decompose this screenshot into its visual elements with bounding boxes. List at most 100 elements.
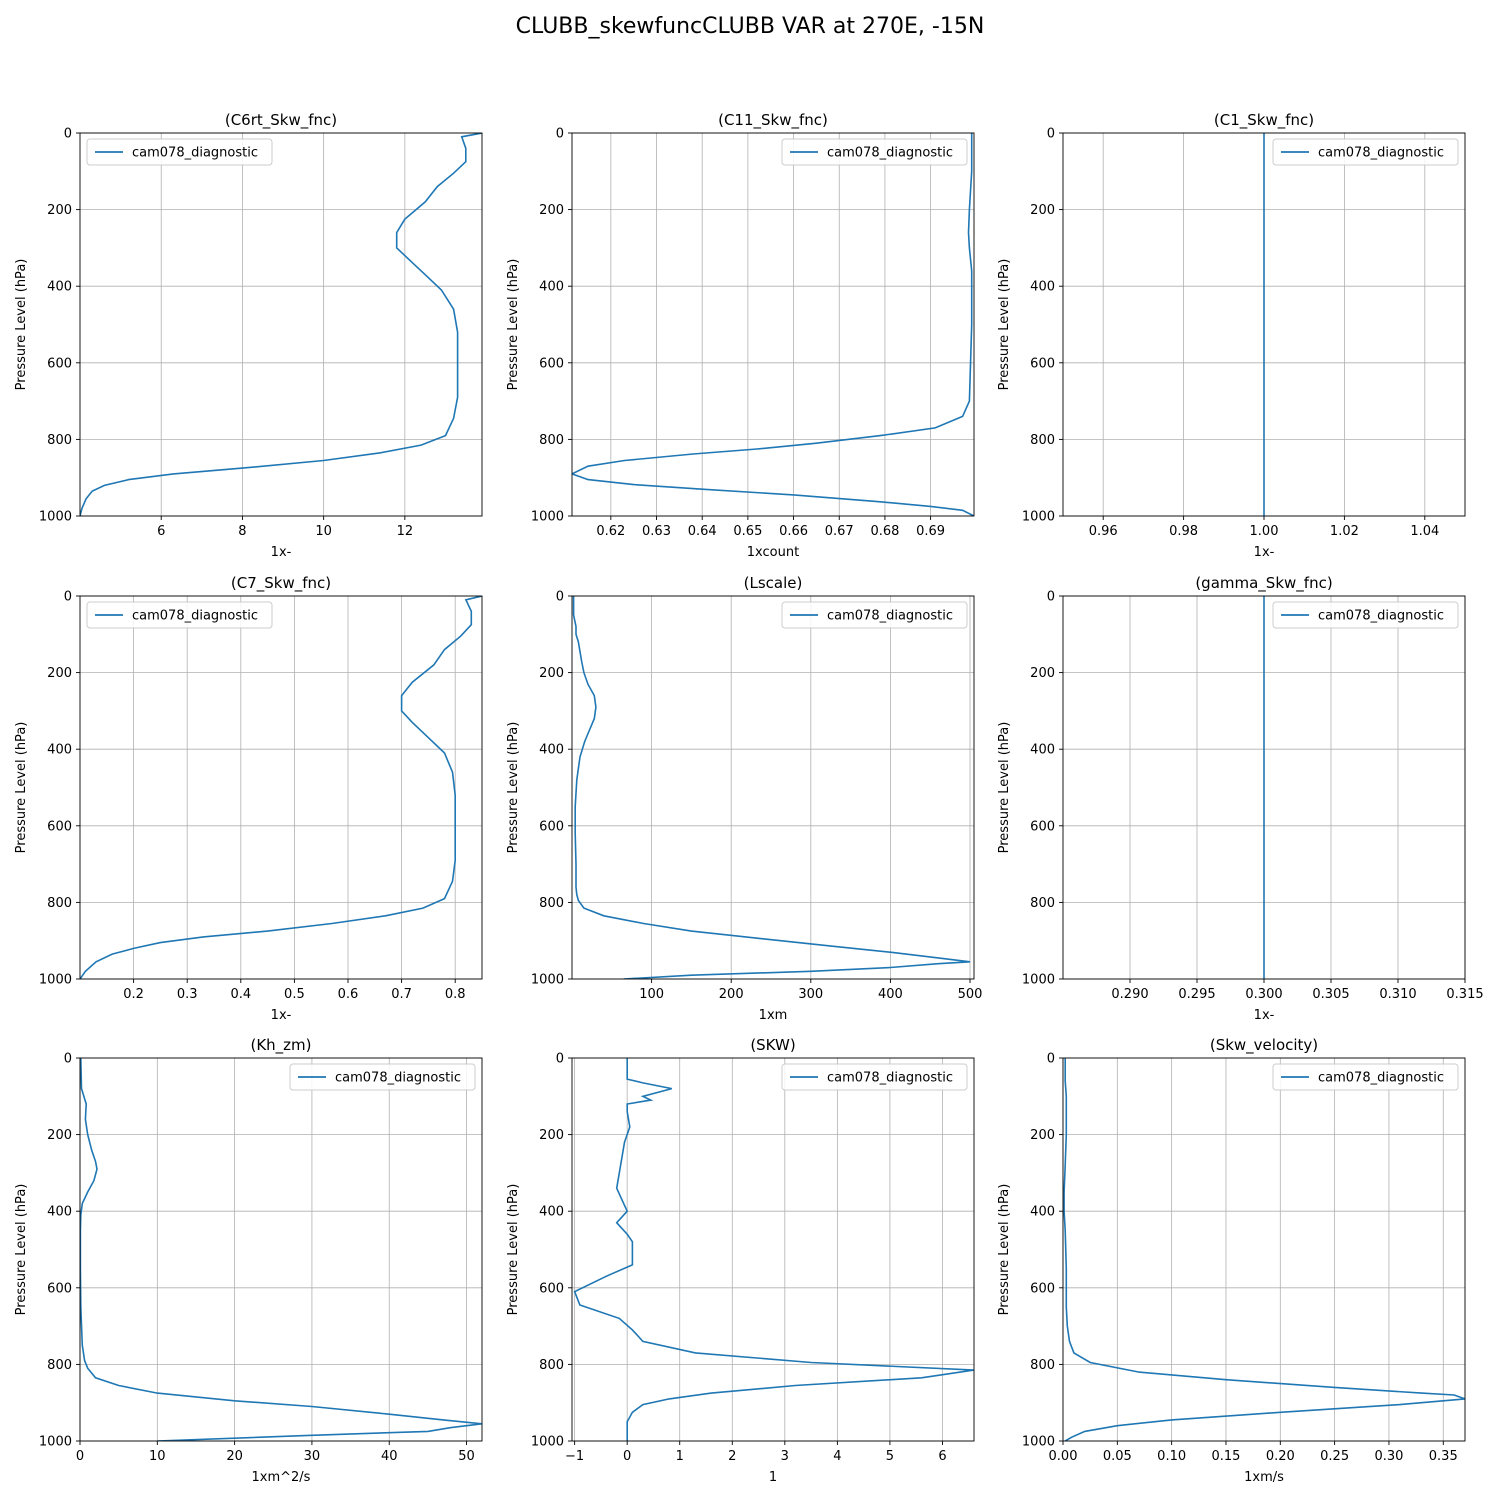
y-tick-label: 400 — [47, 743, 72, 758]
x-axis-label: 1xcount — [747, 545, 799, 560]
y-tick-label: 400 — [539, 743, 564, 758]
subplot-title: (SKW) — [750, 1036, 795, 1054]
y-tick-label: 200 — [539, 1128, 564, 1143]
x-tick-label: 0.35 — [1429, 1449, 1458, 1464]
x-tick-label: 1.02 — [1330, 524, 1359, 539]
legend-label: cam078_diagnostic — [1318, 146, 1444, 161]
x-tick-label: 6 — [157, 524, 165, 539]
y-tick-label: 0 — [64, 1052, 72, 1067]
x-tick-label: 1.04 — [1410, 524, 1439, 539]
x-axis-label: 1xm/s — [1244, 1470, 1284, 1485]
x-tick-label: 10 — [149, 1449, 166, 1464]
subplot-title: (Lscale) — [744, 574, 803, 592]
x-tick-label: 0.295 — [1178, 987, 1215, 1002]
x-tick-label: 0.4 — [230, 987, 251, 1002]
x-tick-label: 0.315 — [1446, 987, 1483, 1002]
legend-box — [1272, 1063, 1459, 1091]
x-tick-label: 0.69 — [916, 524, 945, 539]
legend: cam078_diagnostic — [1272, 601, 1459, 629]
x-tick-label: 10 — [315, 524, 332, 539]
axes-frame — [571, 595, 975, 980]
subplot-9: 0.00 0.05 0.10 0.15 0.20 0.25 0.30 0.35 0 200 400 6… — [997, 1036, 1466, 1485]
x-tick-label: 0.7 — [391, 987, 412, 1002]
x-tick-label: 0.3 — [177, 987, 198, 1002]
series-line — [572, 596, 971, 979]
x-axis-label: 1xm — [759, 1008, 788, 1023]
legend-box — [781, 1063, 968, 1091]
x-tick-label: 3 — [781, 1449, 789, 1464]
subplot-7: 0 10 20 30 40 50 0 200 400 600 800 1000 (Kh_zm) 1xm^2… — [14, 1036, 483, 1485]
axes-frame — [1062, 1057, 1466, 1442]
axes-frame — [79, 132, 483, 517]
y-tick-label: 800 — [539, 1358, 564, 1373]
subplot-1: 6 8 10 12 0 200 400 600 800 1000 (C6rt_Skw_fnc) 1x-… — [14, 111, 483, 560]
x-tick-label: 8 — [238, 524, 246, 539]
x-axis-label: 1xm^2/s — [252, 1470, 311, 1485]
y-tick-label: 600 — [1030, 819, 1055, 834]
y-tick-label: 200 — [47, 1128, 72, 1143]
x-tick-label: 0.15 — [1211, 1449, 1240, 1464]
legend-box — [1272, 601, 1459, 629]
y-tick-label: 400 — [539, 280, 564, 295]
series-line — [572, 133, 974, 516]
x-axis-label: 1 — [769, 1470, 777, 1485]
x-tick-label: 4 — [833, 1449, 841, 1464]
y-axis-label: Pressure Level (hPa) — [14, 259, 29, 391]
x-tick-label: −1 — [565, 1449, 584, 1464]
y-tick-label: 0 — [64, 127, 72, 142]
axes-frame — [79, 595, 483, 980]
y-tick-label: 1000 — [39, 973, 72, 988]
x-axis-label: 1x- — [271, 545, 292, 560]
x-tick-label: 0.62 — [596, 524, 625, 539]
legend-label: cam078_diagnostic — [827, 609, 953, 624]
subplot-title: (Skw_velocity) — [1210, 1036, 1318, 1055]
x-tick-label: 0.68 — [870, 524, 899, 539]
y-tick-label: 400 — [1030, 1205, 1055, 1220]
legend-label: cam078_diagnostic — [335, 1071, 461, 1086]
x-tick-label: 0 — [623, 1449, 631, 1464]
x-tick-label: 0.300 — [1245, 987, 1282, 1002]
y-tick-label: 600 — [47, 1281, 72, 1296]
x-tick-label: 1 — [676, 1449, 684, 1464]
legend: cam078_diagnostic — [781, 601, 968, 629]
x-tick-label: 500 — [958, 987, 983, 1002]
y-tick-label: 1000 — [1022, 1435, 1055, 1450]
x-tick-label: 6 — [938, 1449, 946, 1464]
axes-frame — [79, 1057, 483, 1442]
axes-frame — [571, 132, 975, 517]
x-tick-label: 0.5 — [284, 987, 305, 1002]
x-tick-label: 300 — [798, 987, 823, 1002]
y-tick-label: 0 — [556, 590, 564, 605]
x-tick-label: 20 — [226, 1449, 243, 1464]
legend-box — [289, 1063, 476, 1091]
x-tick-label: 30 — [304, 1449, 321, 1464]
subplot-2: 0.62 0.63 0.64 0.65 0.66 0.67 0.68 0.69 0 200 400 6… — [506, 111, 975, 560]
y-tick-label: 0 — [556, 1052, 564, 1067]
series-line — [1063, 1058, 1465, 1441]
x-axis-label: 1x- — [1254, 545, 1275, 560]
legend: cam078_diagnostic — [781, 138, 968, 166]
legend-label: cam078_diagnostic — [132, 609, 258, 624]
y-tick-label: 400 — [47, 280, 72, 295]
x-tick-label: 0.96 — [1089, 524, 1118, 539]
x-tick-label: 200 — [719, 987, 744, 1002]
y-tick-label: 0 — [1047, 127, 1055, 142]
y-tick-label: 200 — [1030, 1128, 1055, 1143]
subplot-title: (C11_Skw_fnc) — [718, 111, 828, 130]
legend-label: cam078_diagnostic — [1318, 1071, 1444, 1086]
legend-label: cam078_diagnostic — [132, 146, 258, 161]
x-tick-label: 1.00 — [1250, 524, 1279, 539]
y-tick-label: 400 — [1030, 743, 1055, 758]
x-axis-label: 1x- — [271, 1008, 292, 1023]
subplot-title: (C7_Skw_fnc) — [231, 574, 331, 593]
y-tick-label: 200 — [1030, 203, 1055, 218]
legend: cam078_diagnostic — [1272, 138, 1459, 166]
legend: cam078_diagnostic — [86, 601, 273, 629]
y-tick-label: 600 — [47, 819, 72, 834]
x-tick-label: 400 — [878, 987, 903, 1002]
figure-title: CLUBB_skewfuncCLUBB VAR at 270E, -15N — [515, 14, 985, 39]
y-tick-label: 800 — [539, 896, 564, 911]
y-axis-label: Pressure Level (hPa) — [14, 722, 29, 854]
y-tick-label: 600 — [539, 356, 564, 371]
